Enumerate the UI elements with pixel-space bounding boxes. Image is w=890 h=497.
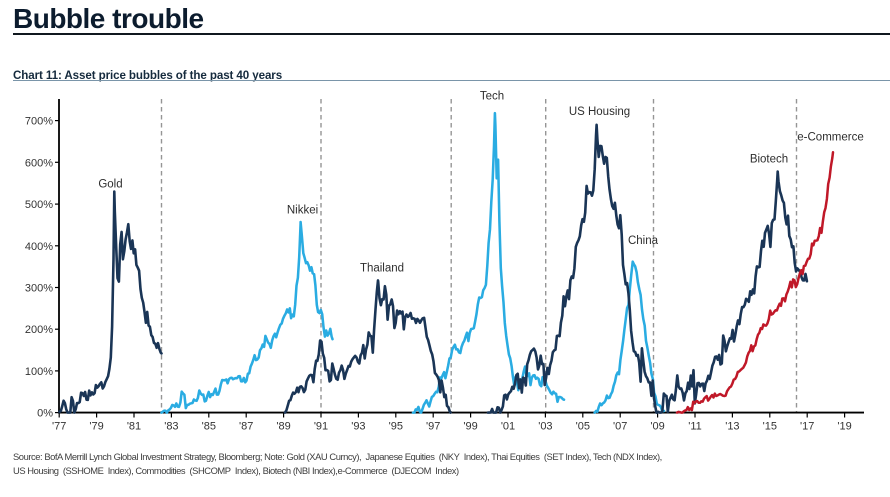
svg-text:'13: '13 <box>725 421 739 433</box>
svg-text:300%: 300% <box>25 283 53 295</box>
svg-text:'01: '01 <box>501 421 515 433</box>
svg-text:'91: '91 <box>314 421 328 433</box>
svg-text:'15: '15 <box>763 421 777 433</box>
svg-text:'09: '09 <box>650 421 664 433</box>
svg-text:'95: '95 <box>389 421 403 433</box>
svg-text:Tech: Tech <box>480 91 504 103</box>
svg-text:'79: '79 <box>89 421 103 433</box>
svg-text:700%: 700% <box>25 116 53 128</box>
svg-text:500%: 500% <box>25 199 53 211</box>
svg-text:Nikkei: Nikkei <box>287 205 318 217</box>
svg-text:Gold: Gold <box>98 179 122 191</box>
svg-text:'83: '83 <box>164 421 178 433</box>
svg-text:'89: '89 <box>276 421 290 433</box>
svg-text:100%: 100% <box>25 366 53 378</box>
svg-text:'77: '77 <box>52 421 66 433</box>
svg-text:200%: 200% <box>25 324 53 336</box>
svg-text:'19: '19 <box>837 421 851 433</box>
svg-text:'11: '11 <box>688 421 702 433</box>
svg-text:'99: '99 <box>463 421 477 433</box>
svg-text:'85: '85 <box>202 421 216 433</box>
svg-text:'81: '81 <box>127 421 141 433</box>
svg-text:'97: '97 <box>426 421 440 433</box>
svg-text:'07: '07 <box>613 421 627 433</box>
svg-text:Thailand: Thailand <box>360 263 404 275</box>
svg-text:'03: '03 <box>538 421 552 433</box>
svg-text:0%: 0% <box>37 408 53 420</box>
svg-text:US Housing: US Housing <box>569 106 630 118</box>
svg-text:'93: '93 <box>351 421 365 433</box>
svg-text:e-Commerce: e-Commerce <box>797 132 863 144</box>
svg-text:'87: '87 <box>239 421 253 433</box>
svg-text:'05: '05 <box>576 421 590 433</box>
svg-text:400%: 400% <box>25 241 53 253</box>
svg-text:Biotech: Biotech <box>750 154 788 166</box>
svg-text:'17: '17 <box>800 421 814 433</box>
svg-text:China: China <box>628 235 659 247</box>
svg-text:600%: 600% <box>25 157 53 169</box>
